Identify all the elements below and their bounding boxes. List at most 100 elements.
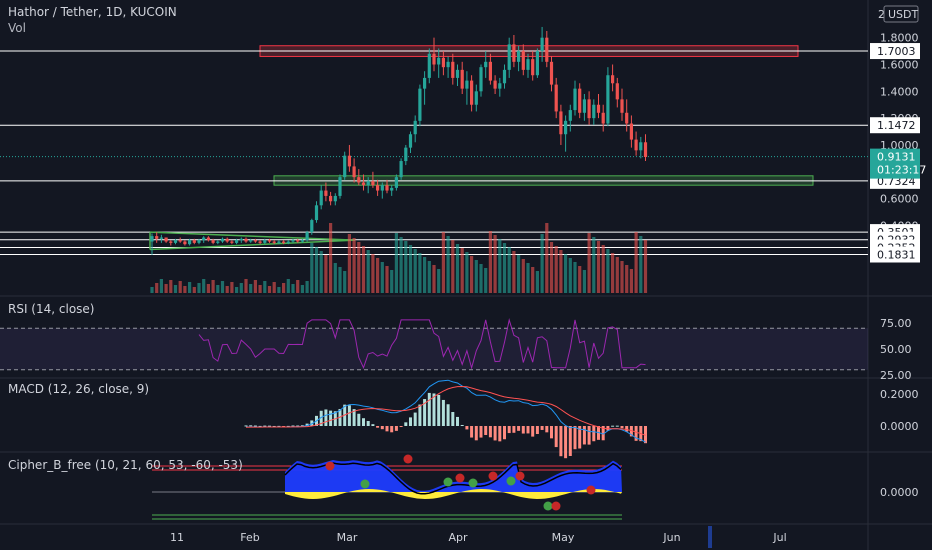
volume-bar: [507, 247, 511, 293]
volume-bar: [526, 263, 530, 293]
macd-hist-bar: [531, 426, 535, 437]
macd-hist-bar: [470, 426, 474, 438]
candle-body: [390, 187, 394, 191]
candle-body: [639, 142, 643, 151]
candle-body: [408, 134, 413, 148]
macd-hist-bar: [550, 426, 553, 439]
time-axis: 11 Feb Mar Apr May Jun Jul: [170, 526, 787, 548]
volume-bar: [517, 255, 521, 293]
volume-bar: [164, 284, 168, 293]
candle-body: [517, 51, 521, 62]
cipher-signal-dot: [455, 473, 465, 483]
macd-hist-bar: [625, 426, 629, 432]
candle-body: [437, 57, 441, 65]
macd-hist-bar: [554, 426, 558, 448]
candle-body: [474, 91, 478, 105]
candle-body: [488, 61, 492, 81]
candle-body: [573, 88, 577, 111]
volume-bar: [634, 232, 638, 293]
volume-bar: [169, 280, 173, 293]
macd-title[interactable]: MACD (12, 26, close, 9): [8, 382, 150, 396]
volume-bar: [629, 269, 633, 293]
candle-body: [606, 75, 610, 124]
volume-bar: [277, 287, 281, 293]
rsi-title[interactable]: RSI (14, close): [8, 302, 95, 316]
volume-bar: [465, 252, 469, 293]
macd-hist-bar: [329, 410, 333, 426]
cipher-signal-dot: [403, 454, 413, 464]
price-tick-label: 1.4000: [880, 85, 919, 98]
volume-bar: [611, 253, 615, 293]
candle-body: [343, 155, 347, 178]
macd-hist-bar: [376, 426, 380, 428]
macd-hist-bar: [568, 426, 572, 456]
candle-body: [329, 195, 333, 202]
volume-bar: [639, 236, 643, 293]
macd-hist-bar: [615, 425, 619, 427]
candle-body: [526, 59, 530, 70]
macd-hist-bar: [371, 424, 375, 426]
candle-body: [286, 241, 290, 243]
macd-hist-bar: [493, 426, 497, 441]
volume-bar: [202, 279, 206, 293]
candle-body: [338, 177, 342, 196]
price-tick-partial: 2: [878, 8, 885, 21]
candle-body: [216, 241, 220, 243]
volume-bar: [319, 251, 323, 293]
macd-hist-bar: [390, 426, 394, 433]
rsi-band: [0, 328, 868, 370]
macd-line: [245, 379, 646, 443]
candle-body: [611, 75, 615, 84]
volume-bar: [470, 256, 474, 293]
price-tick-label: 1.8000: [880, 32, 919, 45]
macd-hist-bar: [460, 424, 464, 426]
candle-body: [502, 69, 507, 84]
candle-body: [512, 44, 516, 62]
time-label: Apr: [448, 531, 468, 544]
macd-hist-bar: [582, 426, 586, 445]
volume-bar: [568, 258, 572, 293]
candle-body: [357, 177, 361, 183]
candle-body: [484, 61, 488, 68]
volume-bar: [408, 245, 413, 293]
volume-bar: [305, 281, 309, 293]
cipher-signal-dot: [468, 478, 478, 488]
cipher-wave-blue: [285, 460, 622, 492]
candle-body: [535, 51, 539, 76]
candle-body: [305, 232, 309, 241]
current-price-label: 0.9131: [877, 151, 916, 164]
macd-hist-bar: [484, 426, 488, 436]
candle-body: [202, 237, 206, 241]
candle-body: [272, 241, 276, 243]
macd-hist-bar: [456, 416, 459, 426]
candle-body: [282, 241, 286, 243]
candle-body: [352, 166, 356, 178]
macd-hist-bar: [409, 417, 412, 426]
cipher-title[interactable]: Cipher_B_free (10, 21, 60, 53, -60, -53): [8, 458, 243, 472]
volume-bar: [192, 287, 196, 293]
volume-bar: [474, 260, 478, 293]
symbol-title[interactable]: Hathor / Tether, 1D, KUCOIN: [8, 5, 177, 19]
candle-body: [634, 139, 638, 151]
candle-body: [460, 69, 464, 89]
macd-hist-bar: [263, 425, 267, 427]
candle-body: [531, 59, 535, 76]
level-label-box: [870, 246, 920, 263]
volume-bar: [502, 243, 507, 293]
volume-bar: [606, 249, 610, 293]
current-price-box: [870, 148, 920, 179]
cipher-signal-dot: [515, 471, 525, 481]
macd-hist-bar: [540, 426, 544, 430]
volume-bar: [263, 281, 267, 293]
candles: [150, 26, 648, 255]
candle-body: [324, 190, 328, 196]
candle-body: [178, 240, 182, 242]
candle-body: [244, 238, 248, 242]
macd-pane: [244, 379, 647, 459]
macd-hist-bar: [451, 411, 455, 426]
candle-body: [211, 240, 215, 243]
macd-hist-bar: [578, 426, 582, 449]
volume-bar: [399, 237, 403, 293]
